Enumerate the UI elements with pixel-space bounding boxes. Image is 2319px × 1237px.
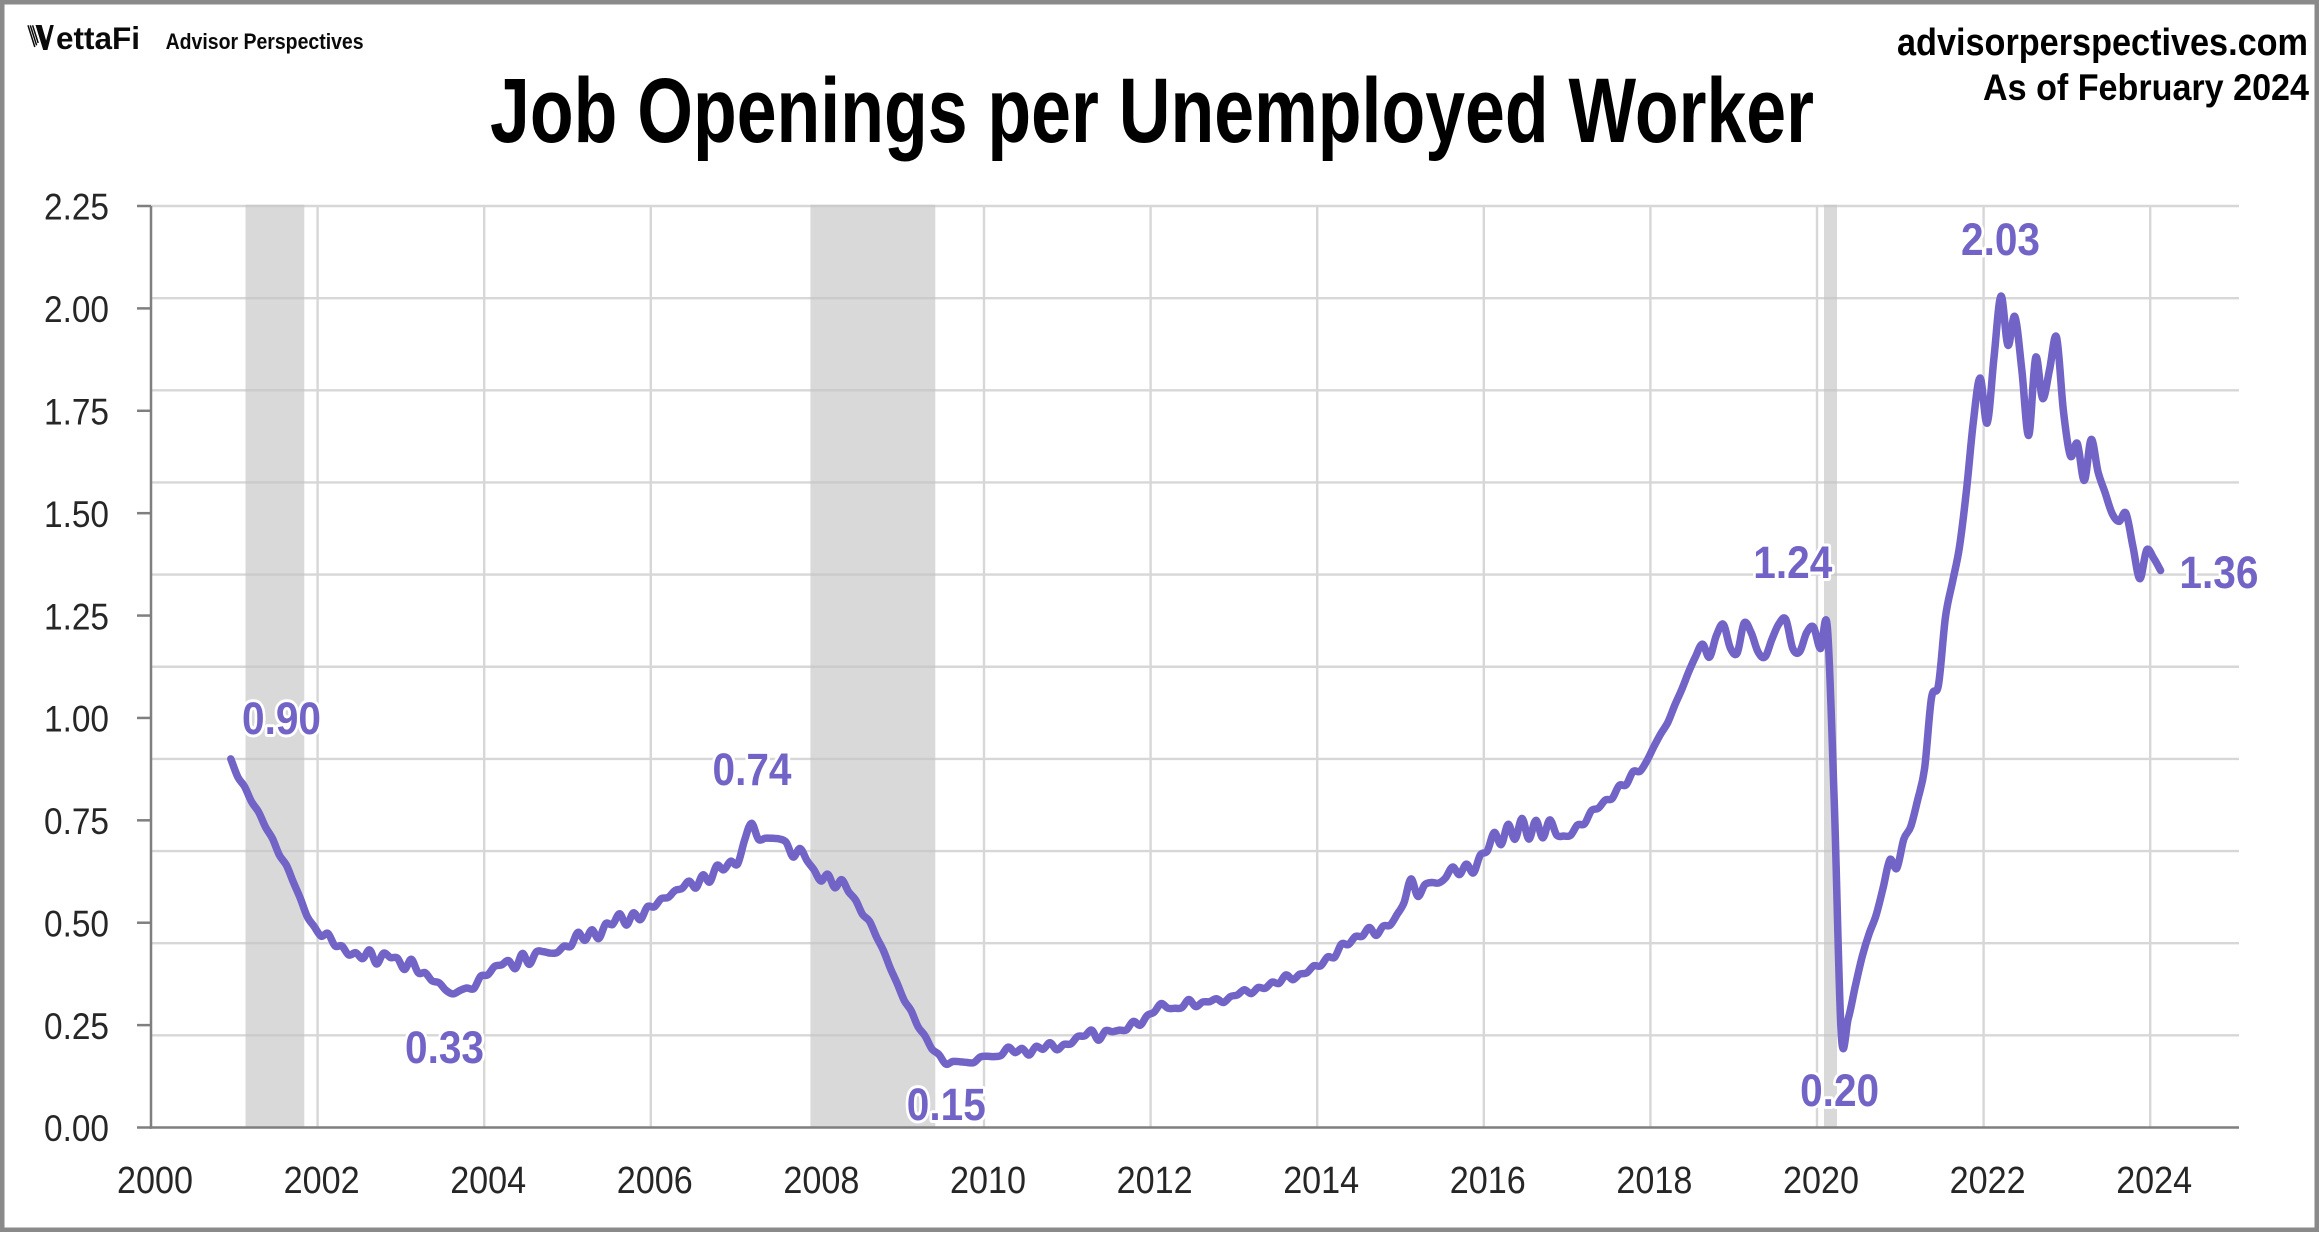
svg-text:1.75: 1.75 — [44, 391, 109, 433]
svg-text:2018: 2018 — [1616, 1160, 1692, 1202]
svg-text:As of February 2024: As of February 2024 — [1983, 67, 2309, 108]
svg-text:2010: 2010 — [950, 1160, 1026, 1202]
svg-text:0.90: 0.90 — [242, 693, 321, 744]
svg-text:2020: 2020 — [1783, 1160, 1859, 1202]
svg-text:2.03: 2.03 — [1961, 214, 2040, 265]
svg-text:2004: 2004 — [450, 1160, 526, 1202]
svg-text:0.50: 0.50 — [44, 902, 109, 944]
svg-text:2006: 2006 — [617, 1160, 693, 1202]
svg-text:0.00: 0.00 — [44, 1107, 109, 1149]
svg-text:2014: 2014 — [1283, 1160, 1359, 1202]
svg-text:2.00: 2.00 — [44, 288, 109, 330]
svg-text:Advisor Perspectives: Advisor Perspectives — [166, 29, 364, 54]
svg-text:2016: 2016 — [1450, 1160, 1526, 1202]
svg-text:ettaFi: ettaFi — [56, 20, 140, 56]
svg-text:0.20: 0.20 — [1800, 1065, 1879, 1116]
svg-text:0.33: 0.33 — [405, 1022, 484, 1073]
svg-text:2012: 2012 — [1117, 1160, 1193, 1202]
svg-text:0.74: 0.74 — [713, 744, 793, 795]
svg-text:1.25: 1.25 — [44, 595, 109, 637]
svg-text:1.36: 1.36 — [2179, 547, 2258, 598]
svg-text:0.25: 0.25 — [44, 1005, 109, 1047]
svg-text:2022: 2022 — [1950, 1160, 2026, 1202]
svg-text:0.75: 0.75 — [44, 800, 109, 842]
svg-text:2008: 2008 — [783, 1160, 859, 1202]
svg-text:2000: 2000 — [117, 1160, 193, 1202]
svg-text:2.25: 2.25 — [44, 186, 109, 228]
svg-text:2024: 2024 — [2116, 1160, 2192, 1202]
svg-text:2002: 2002 — [284, 1160, 360, 1202]
svg-text:0.15: 0.15 — [907, 1079, 986, 1130]
svg-text:1.00: 1.00 — [44, 698, 109, 740]
svg-text:advisorperspectives.com: advisorperspectives.com — [1897, 22, 2308, 64]
svg-text:Job Openings per Unemployed Wo: Job Openings per Unemployed Worker — [490, 60, 1814, 162]
svg-text:1.24: 1.24 — [1753, 537, 1833, 588]
svg-text:1.50: 1.50 — [44, 493, 109, 535]
